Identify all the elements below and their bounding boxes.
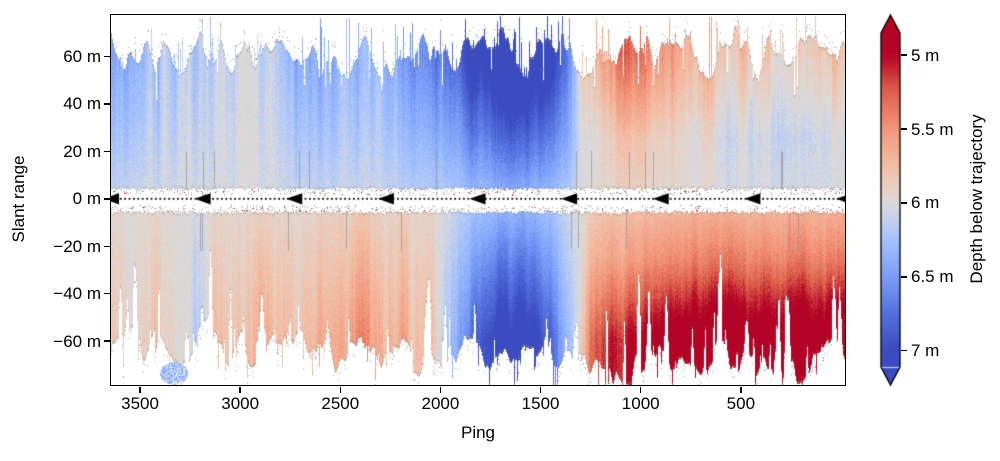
colorbar-tick-mark: [901, 276, 907, 278]
heatmap-canvas: [110, 14, 845, 385]
plot-area: [109, 13, 846, 386]
y-tick-mark: [103, 103, 110, 105]
x-tick-mark: [339, 386, 342, 393]
colorbar-tick-mark: [901, 54, 907, 56]
x-tick-mark: [239, 386, 241, 393]
colorbar: [876, 13, 906, 388]
y-tick-mark: [103, 150, 110, 153]
x-tick-mark: [539, 386, 542, 393]
y-tick-label: 60 m: [63, 47, 101, 66]
colorbar-tick-mark: [901, 202, 907, 204]
y-tick-label: 20 m: [63, 141, 101, 161]
y-tick-mark: [103, 340, 110, 342]
x-tick-mark: [740, 386, 742, 393]
y-tick-label: −40 m: [53, 284, 101, 304]
colorbar-canvas: [876, 13, 906, 388]
y-tick-mark: [103, 292, 110, 295]
y-tick-mark: [103, 245, 110, 247]
y-tick-mark: [103, 55, 110, 58]
y-tick-label: 0 m: [72, 189, 101, 209]
x-tick-mark: [139, 386, 141, 393]
colorbar-tick-mark: [901, 349, 907, 352]
x-tick-label: 2500: [321, 394, 360, 413]
x-tick-label: 2000: [421, 394, 460, 413]
x-tick-label: 1500: [521, 394, 560, 413]
x-tick-label: 500: [726, 394, 756, 413]
y-tick-label: −60 m: [53, 331, 101, 351]
x-tick-mark: [439, 386, 442, 393]
y-tick-label: −20 m: [53, 236, 101, 256]
colorbar-tick-mark: [901, 128, 907, 130]
x-tick-label: 3500: [121, 394, 159, 413]
colorbar-tick-label: 5 m: [911, 45, 940, 65]
y-tick-label: 40 m: [63, 94, 101, 114]
x-axis-label: Ping: [460, 423, 496, 442]
x-tick-label: 3000: [221, 394, 260, 413]
colorbar-tick-label: 5.5 m: [911, 119, 954, 139]
colorbar-tick-label: 7 m: [911, 341, 940, 361]
x-tick-label: 1000: [621, 394, 660, 413]
colorbar-tick-label: 6 m: [911, 193, 940, 213]
colorbar-label: Depth below trajectory: [967, 114, 986, 284]
x-tick-mark: [639, 386, 642, 393]
colorbar-tick-label: 6.5 m: [911, 267, 954, 287]
y-tick-mark: [103, 198, 110, 200]
